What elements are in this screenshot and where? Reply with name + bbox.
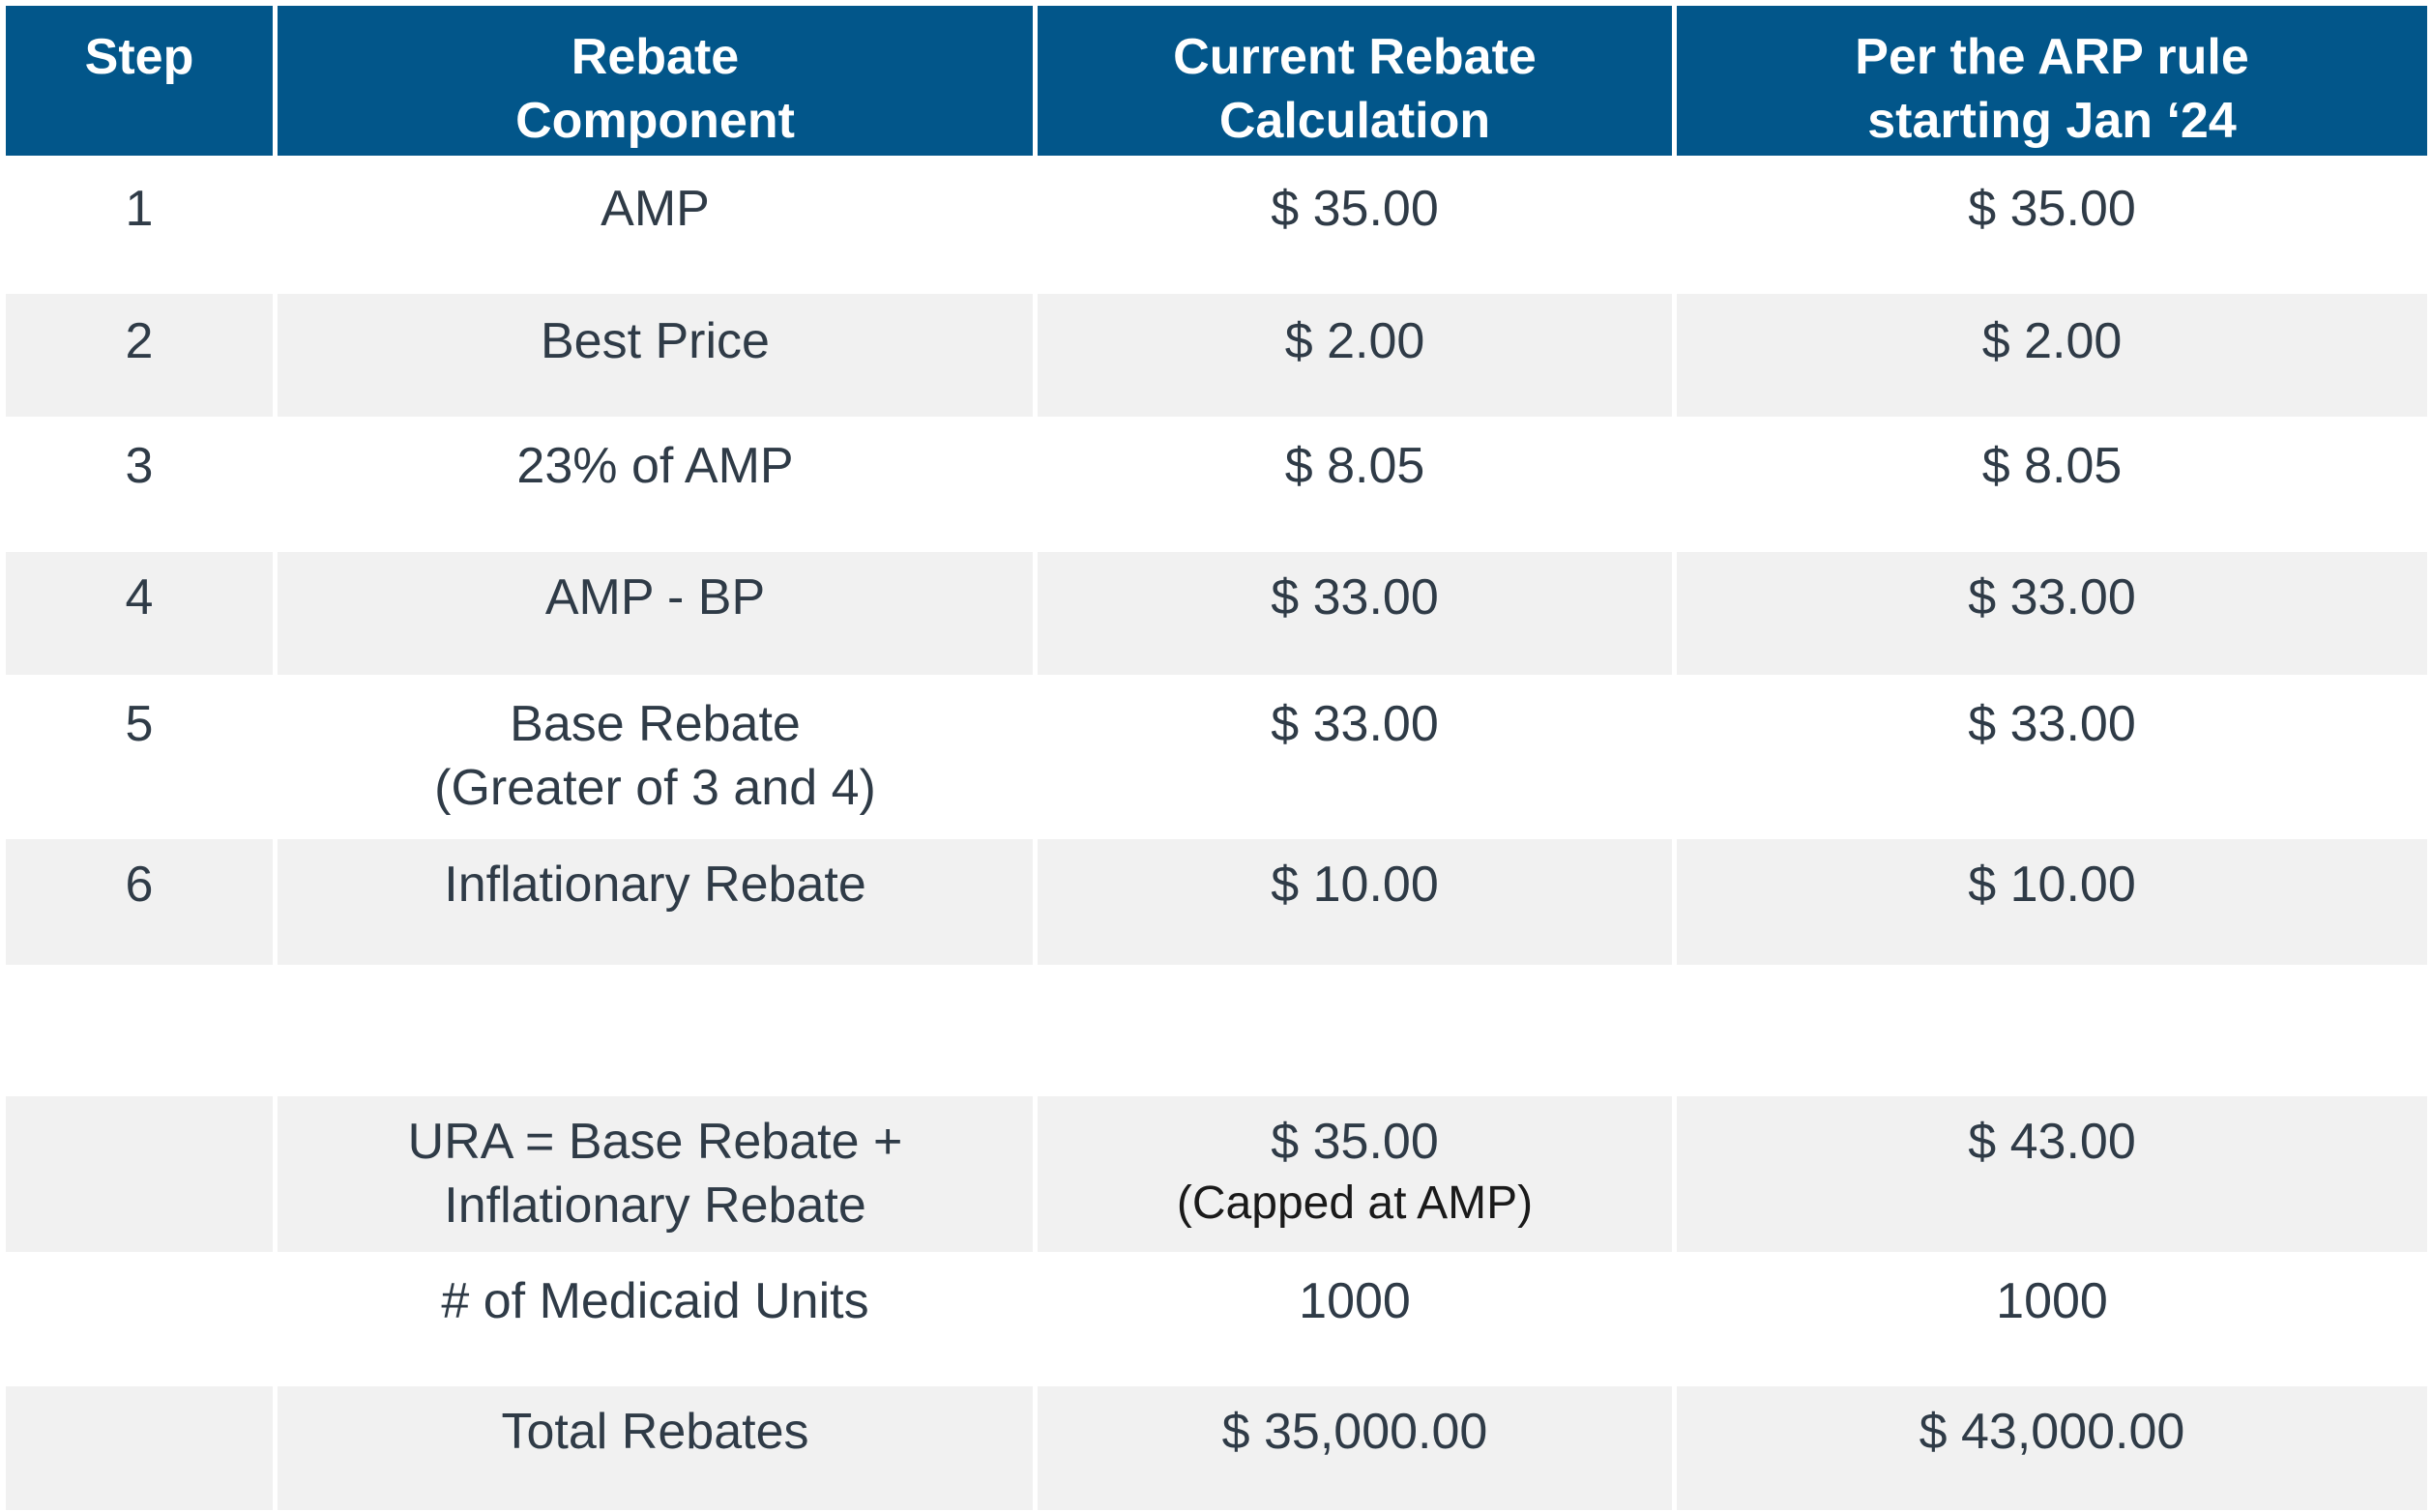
cell-arp: $ 10.00 bbox=[1677, 839, 2427, 965]
total-row: Total Rebates $ 35,000.00 $ 43,000.00 bbox=[0, 1386, 2432, 1510]
cell-component: AMP - BP bbox=[278, 552, 1033, 675]
header-current-line-1: Current Rebate bbox=[1173, 29, 1537, 85]
table-header: Step Rebate Component Current Rebate Cal… bbox=[0, 6, 2432, 156]
component-note: (Greater of 3 and 4) bbox=[434, 760, 876, 816]
header-current-calculation: Current Rebate Calculation bbox=[1038, 6, 1672, 156]
table-row: 6 Inflationary Rebate $ 10.00 $ 10.00 bbox=[0, 839, 2432, 965]
cell-arp: $ 33.00 bbox=[1677, 552, 2427, 675]
header-step-label: Step bbox=[84, 29, 194, 85]
cell-arp: $ 33.00 bbox=[1677, 675, 2427, 835]
cell-total-label: Total Rebates bbox=[278, 1386, 1033, 1510]
table-row: 5 Base Rebate (Greater of 3 and 4) $ 33.… bbox=[0, 675, 2432, 835]
header-arp-line-2: starting Jan ‘24 bbox=[1867, 93, 2237, 149]
cell-step-empty bbox=[6, 1252, 273, 1382]
cell-component: Base Rebate (Greater of 3 and 4) bbox=[278, 675, 1033, 835]
cell-step: 3 bbox=[6, 417, 273, 548]
table-row: 4 AMP - BP $ 33.00 $ 33.00 bbox=[0, 552, 2432, 675]
ura-row: URA = Base Rebate + Inflationary Rebate … bbox=[0, 1096, 2432, 1252]
cell-total-arp: $ 43,000.00 bbox=[1677, 1386, 2427, 1510]
cell-component: AMP bbox=[278, 156, 1033, 290]
table-row: 1 AMP $ 35.00 $ 35.00 bbox=[0, 156, 2432, 290]
cell-arp: $ 8.05 bbox=[1677, 417, 2427, 548]
cell-ura-arp: $ 43.00 bbox=[1677, 1096, 2427, 1252]
cell-component: 23% of AMP bbox=[278, 417, 1033, 548]
cell-step: 4 bbox=[6, 552, 273, 675]
header-arp-line-1: Per the ARP rule bbox=[1855, 29, 2249, 85]
cell-component: Best Price bbox=[278, 294, 1033, 417]
cell-arp: $ 35.00 bbox=[1677, 156, 2427, 290]
header-component-line-2: Component bbox=[515, 93, 795, 149]
cell-step: 6 bbox=[6, 839, 273, 965]
header-rebate-component: Rebate Component bbox=[278, 6, 1033, 156]
cell-step: 2 bbox=[6, 294, 273, 417]
cell-component: Inflationary Rebate bbox=[278, 839, 1033, 965]
cell-current: $ 33.00 bbox=[1038, 675, 1672, 835]
header-current-line-2: Calculation bbox=[1218, 93, 1491, 149]
cell-units-label: # of Medicaid Units bbox=[278, 1252, 1033, 1382]
cell-units-current: 1000 bbox=[1038, 1252, 1672, 1382]
cell-current: $ 8.05 bbox=[1038, 417, 1672, 548]
cell-arp: $ 2.00 bbox=[1677, 294, 2427, 417]
cell-current: $ 10.00 bbox=[1038, 839, 1672, 965]
ura-current-note: (Capped at AMP) bbox=[1176, 1178, 1534, 1229]
cell-units-arp: 1000 bbox=[1677, 1252, 2427, 1382]
cell-ura-label: URA = Base Rebate + Inflationary Rebate bbox=[278, 1096, 1033, 1252]
header-component-line-1: Rebate bbox=[571, 29, 740, 85]
header-arp-rule: Per the ARP rule starting Jan ‘24 bbox=[1677, 6, 2427, 156]
cell-ura-current: $ 35.00 (Capped at AMP) bbox=[1038, 1096, 1672, 1252]
cell-step-empty bbox=[6, 1386, 273, 1510]
cell-step: 1 bbox=[6, 156, 273, 290]
ura-label-line-1: URA = Base Rebate + bbox=[407, 1114, 903, 1170]
cell-total-current: $ 35,000.00 bbox=[1038, 1386, 1672, 1510]
units-row: # of Medicaid Units 1000 1000 bbox=[0, 1252, 2432, 1382]
cell-current: $ 35.00 bbox=[1038, 156, 1672, 290]
table-row: 2 Best Price $ 2.00 $ 2.00 bbox=[0, 294, 2432, 417]
cell-current: $ 33.00 bbox=[1038, 552, 1672, 675]
cell-step: 5 bbox=[6, 675, 273, 835]
cell-step-empty bbox=[6, 1096, 273, 1252]
ura-current-value: $ 35.00 bbox=[1271, 1114, 1439, 1170]
table-row: 3 23% of AMP $ 8.05 $ 8.05 bbox=[0, 417, 2432, 548]
header-step: Step bbox=[6, 6, 273, 156]
ura-label-line-2: Inflationary Rebate bbox=[444, 1178, 866, 1234]
cell-current: $ 2.00 bbox=[1038, 294, 1672, 417]
component-label: Base Rebate bbox=[510, 696, 801, 752]
